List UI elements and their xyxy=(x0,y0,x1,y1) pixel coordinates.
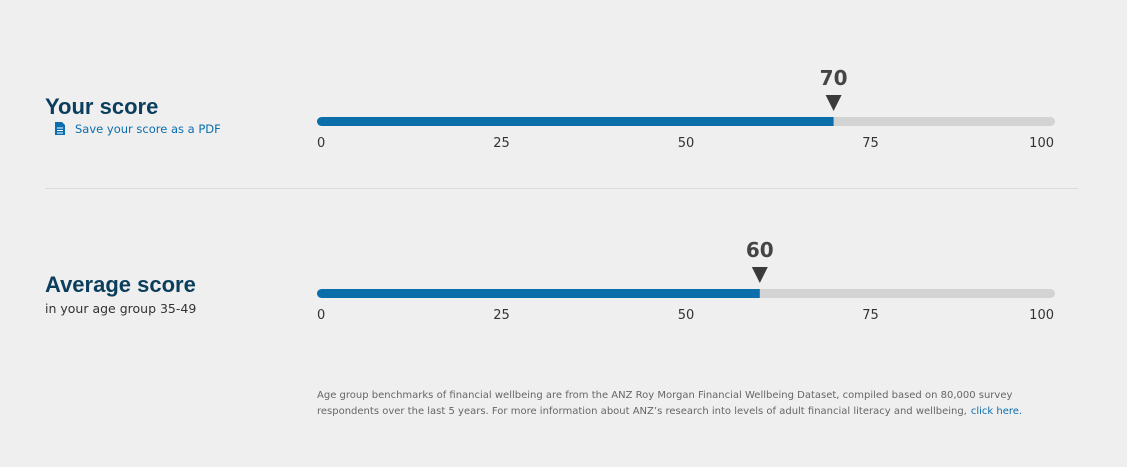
tick-label: 100 xyxy=(1029,308,1054,323)
progress-bar xyxy=(317,117,834,126)
tick-label: 75 xyxy=(862,308,879,323)
footnote-link[interactable]: click here. xyxy=(971,406,1022,417)
your-score-title: Your score xyxy=(45,94,158,119)
tick-label: 50 xyxy=(678,136,695,151)
score-value: 70 xyxy=(820,66,848,90)
progress-bar xyxy=(317,289,760,298)
average-score-title: Average score xyxy=(45,272,196,297)
tick-label: 75 xyxy=(862,136,879,151)
tick-label: 100 xyxy=(1029,136,1054,151)
tick-label: 25 xyxy=(493,308,510,323)
pdf-icon[interactable] xyxy=(55,122,65,135)
tick-label: 0 xyxy=(317,136,325,151)
pdf-icon-lines xyxy=(57,127,63,134)
score-value: 60 xyxy=(746,238,774,262)
tick-label: 0 xyxy=(317,308,325,323)
footnote-line: respondents over the last 5 years. For m… xyxy=(317,406,1022,417)
marker xyxy=(751,267,768,283)
average-score-subtitle: in your age group 35-49 xyxy=(45,301,196,316)
footnote-line: Age group benchmarks of financial wellbe… xyxy=(317,390,1012,401)
tick-label: 50 xyxy=(678,308,695,323)
pdf-link[interactable]: Save your score as a PDF xyxy=(75,122,221,136)
marker xyxy=(825,95,842,111)
footnote-text: respondents over the last 5 years. For m… xyxy=(317,406,967,417)
tick-label: 25 xyxy=(493,136,510,151)
